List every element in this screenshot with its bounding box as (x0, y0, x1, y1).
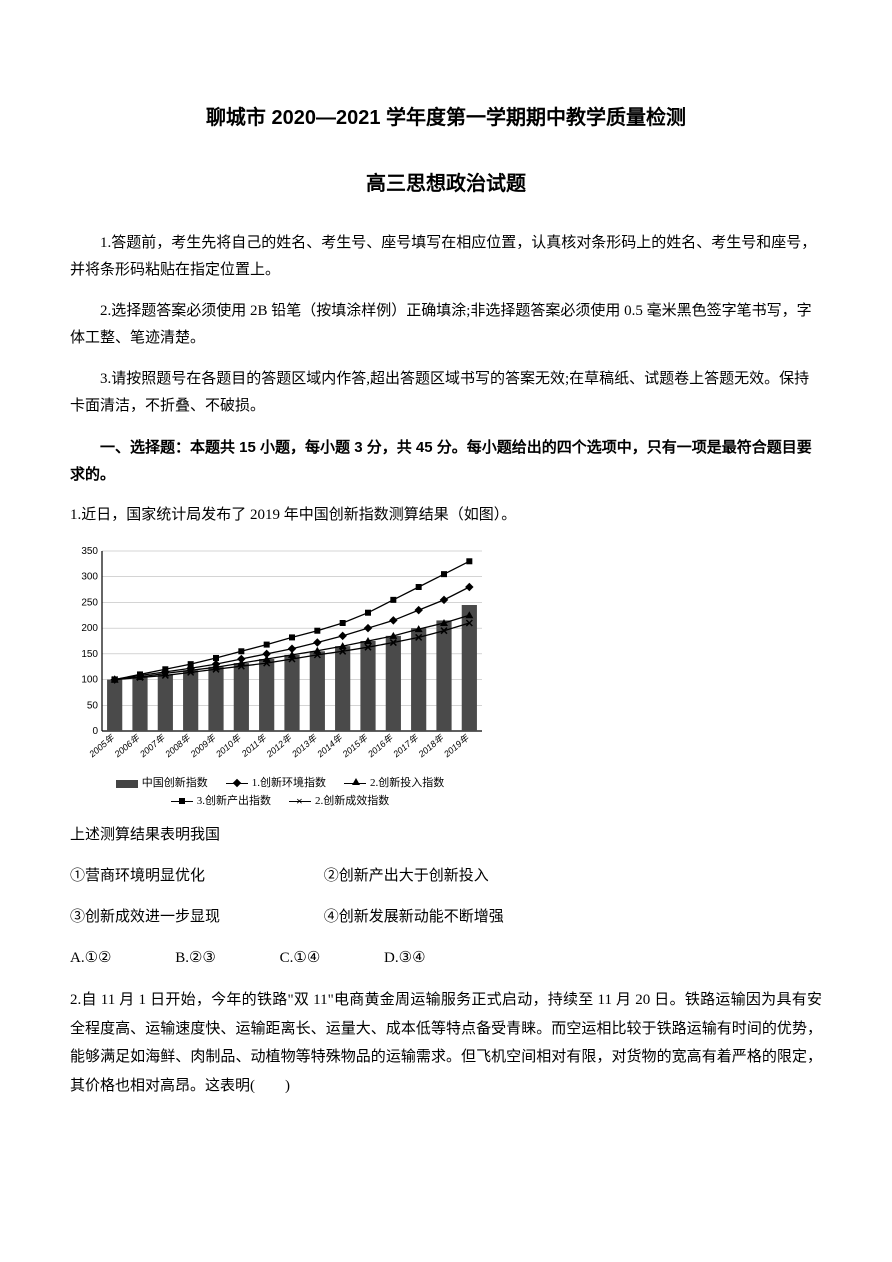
exam-title-main: 聊城市 2020—2021 学年度第一学期期中教学质量检测 (70, 100, 822, 136)
legend-line-3: 3.创新产出指数 (171, 793, 271, 811)
q1-options-row1: ①营商环境明显优化 ②创新产出大于创新投入 (70, 863, 822, 890)
q1-ansD: D.③④ (384, 945, 425, 972)
svg-text:2008年: 2008年 (163, 732, 193, 760)
svg-text:200: 200 (81, 623, 98, 634)
legend-line-1: 1.创新环境指数 (226, 775, 326, 793)
svg-text:2014年: 2014年 (315, 732, 345, 760)
svg-text:2018年: 2018年 (416, 732, 446, 760)
legend-bar: 中国创新指数 (116, 775, 208, 793)
svg-text:2013年: 2013年 (289, 732, 319, 760)
svg-text:2017年: 2017年 (391, 732, 421, 760)
q1-ansA: A.①② (70, 945, 111, 972)
q1-stem: 1.近日，国家统计局发布了 2019 年中国创新指数测算结果（如图）。 (70, 502, 822, 529)
q1-opt2: ②创新产出大于创新投入 (324, 863, 574, 890)
svg-text:2016年: 2016年 (365, 732, 395, 760)
svg-text:2007年: 2007年 (137, 732, 167, 760)
svg-text:2011年: 2011年 (239, 732, 269, 759)
svg-text:2005年: 2005年 (87, 732, 117, 760)
svg-text:300: 300 (81, 572, 98, 583)
q1-options-row2: ③创新成效进一步显现 ④创新发展新动能不断增强 (70, 904, 822, 931)
section-1-header: 一、选择题：本题共 15 小题，每小题 3 分，共 45 分。每小题给出的四个选… (70, 434, 822, 488)
svg-text:2006年: 2006年 (112, 732, 142, 760)
svg-text:250: 250 (81, 597, 98, 608)
q1-answers: A.①② B.②③ C.①④ D.③④ (70, 945, 822, 972)
legend-line-4: 2.创新成效指数 (289, 793, 389, 811)
svg-text:2015年: 2015年 (340, 732, 370, 760)
q1-opt3: ③创新成效进一步显现 (70, 904, 320, 931)
svg-text:350: 350 (81, 546, 98, 557)
chart-legend: 中国创新指数 1.创新环境指数 2.创新投入指数 3.创新产出指数 2.创新成效… (70, 775, 490, 810)
instruction-1: 1.答题前，考生先将自己的姓名、考生号、座号填写在相应位置，认真核对条形码上的姓… (70, 230, 822, 284)
q1-result-intro: 上述测算结果表明我国 (70, 822, 822, 849)
svg-text:2009年: 2009年 (188, 732, 218, 760)
innovation-index-chart: 0 50 100 150 200 250 300 350 2005年2006年2007年2008… (70, 543, 490, 810)
svg-text:150: 150 (81, 649, 98, 660)
exam-title-sub: 高三思想政治试题 (70, 166, 822, 202)
q1-ansC: C.①④ (280, 945, 321, 972)
svg-text:100: 100 (81, 675, 98, 686)
svg-text:2010年: 2010年 (213, 732, 243, 760)
svg-text:2012年: 2012年 (264, 732, 294, 760)
q2-text: 2.自 11 月 1 日开始，今年的铁路"双 11"电商黄金周运输服务正式启动，… (70, 986, 822, 1100)
svg-text:50: 50 (87, 700, 99, 711)
svg-text:0: 0 (92, 726, 98, 737)
instruction-3: 3.请按照题号在各题目的答题区域内作答,超出答题区域书写的答案无效;在草稿纸、试… (70, 366, 822, 420)
q1-ansB: B.②③ (175, 945, 216, 972)
instruction-2: 2.选择题答案必须使用 2B 铅笔（按填涂样例）正确填涂;非选择题答案必须使用 … (70, 298, 822, 352)
legend-line-2: 2.创新投入指数 (344, 775, 444, 793)
chart-svg: 0 50 100 150 200 250 300 350 2005年2006年2007年2008… (70, 543, 490, 773)
svg-text:2019年: 2019年 (441, 732, 471, 760)
q1-opt4: ④创新发展新动能不断增强 (324, 904, 574, 931)
q1-opt1: ①营商环境明显优化 (70, 863, 320, 890)
